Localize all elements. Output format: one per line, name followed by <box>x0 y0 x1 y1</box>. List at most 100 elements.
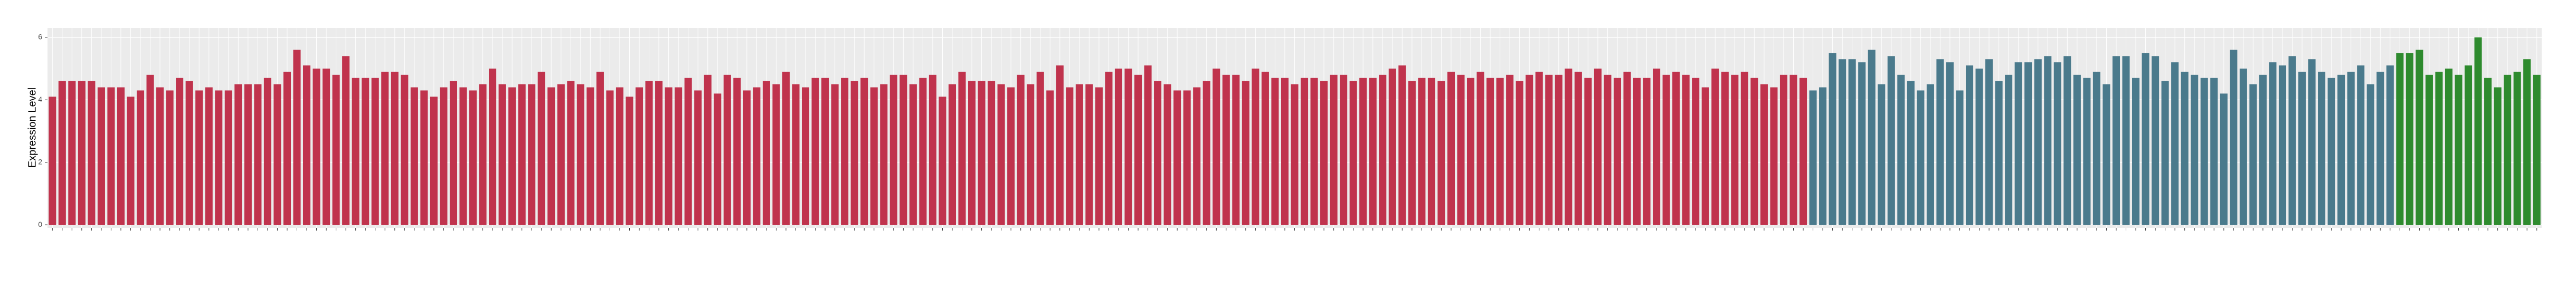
bar <box>626 97 633 225</box>
bar <box>1124 68 1132 225</box>
bar <box>1017 74 1025 225</box>
bar <box>1398 65 1406 225</box>
bar <box>772 84 780 225</box>
bar <box>244 84 252 225</box>
bar <box>1418 78 1426 225</box>
bar <box>1349 81 1357 225</box>
bar <box>811 78 819 225</box>
bar <box>449 81 458 225</box>
bar <box>2445 68 2453 225</box>
bar <box>342 56 350 225</box>
bar <box>733 78 741 225</box>
bar <box>224 90 232 225</box>
bar <box>215 90 223 225</box>
bar <box>596 71 604 225</box>
bar <box>1907 81 1915 225</box>
bar <box>1202 81 1210 225</box>
bar <box>1594 68 1602 225</box>
bar <box>1701 87 1709 225</box>
bar <box>2298 71 2306 225</box>
bar <box>1604 74 1612 225</box>
bar <box>1682 74 1690 225</box>
bar <box>537 71 545 225</box>
bar <box>97 87 105 225</box>
bar <box>1291 84 1299 225</box>
bar <box>1770 87 1778 225</box>
bar <box>919 78 927 225</box>
bar <box>606 90 614 225</box>
bar <box>1975 68 1983 225</box>
bar <box>2278 65 2287 225</box>
bar <box>2425 74 2433 225</box>
bar <box>391 71 399 225</box>
bar <box>1711 68 1719 225</box>
bar <box>860 78 868 225</box>
bar <box>2161 81 2169 225</box>
bar <box>792 84 800 225</box>
bar <box>2112 56 2120 225</box>
bar <box>567 81 575 225</box>
bar <box>293 50 301 225</box>
bar <box>2142 53 2149 225</box>
bar <box>547 87 555 225</box>
bar <box>1252 68 1259 225</box>
bar <box>352 78 359 225</box>
bar <box>1075 84 1083 225</box>
bar <box>1183 90 1191 225</box>
bar <box>635 87 643 225</box>
bar <box>1897 74 1905 225</box>
bar <box>2005 74 2013 225</box>
bar <box>185 81 193 225</box>
bar <box>1466 78 1475 225</box>
bar <box>2034 59 2042 225</box>
bar <box>831 84 839 225</box>
bar <box>518 84 526 225</box>
bar <box>2122 56 2130 225</box>
bar <box>2435 71 2443 225</box>
bar <box>1457 74 1465 225</box>
bar <box>1848 59 1856 225</box>
bar <box>1946 62 1954 225</box>
bar <box>2308 59 2316 225</box>
bar <box>2494 87 2502 225</box>
bar <box>1829 53 1836 225</box>
bar <box>2484 78 2492 225</box>
bar <box>205 87 213 225</box>
bar <box>1633 78 1641 225</box>
bar <box>2376 71 2384 225</box>
bar <box>1584 78 1592 225</box>
bar <box>2533 74 2541 225</box>
bar <box>1134 74 1142 225</box>
bar <box>2132 78 2140 225</box>
bar <box>1046 90 1054 225</box>
bar <box>1310 78 1318 225</box>
bar <box>743 90 751 225</box>
bar <box>762 81 770 225</box>
bar <box>2259 74 2267 225</box>
bar <box>1506 74 1514 225</box>
bar <box>2357 65 2365 225</box>
bar <box>723 74 731 225</box>
bar <box>117 87 125 225</box>
bar <box>2044 56 2052 225</box>
bar <box>1858 62 1866 225</box>
bar <box>2249 84 2257 225</box>
bar <box>958 71 966 225</box>
bar <box>1535 71 1543 225</box>
bar <box>283 71 291 225</box>
bar <box>1956 90 1964 225</box>
bar <box>821 78 829 225</box>
bar <box>997 84 1005 225</box>
bar <box>2083 78 2091 225</box>
bar <box>655 81 663 225</box>
bar <box>2318 71 2326 225</box>
bar <box>508 87 516 225</box>
bar <box>2200 78 2208 225</box>
bar <box>479 84 487 225</box>
bar <box>469 90 477 225</box>
bar <box>899 74 907 225</box>
bar <box>714 93 722 225</box>
bar <box>1565 68 1573 225</box>
y-tick-label: 6 <box>38 32 42 41</box>
bar <box>2220 93 2228 225</box>
